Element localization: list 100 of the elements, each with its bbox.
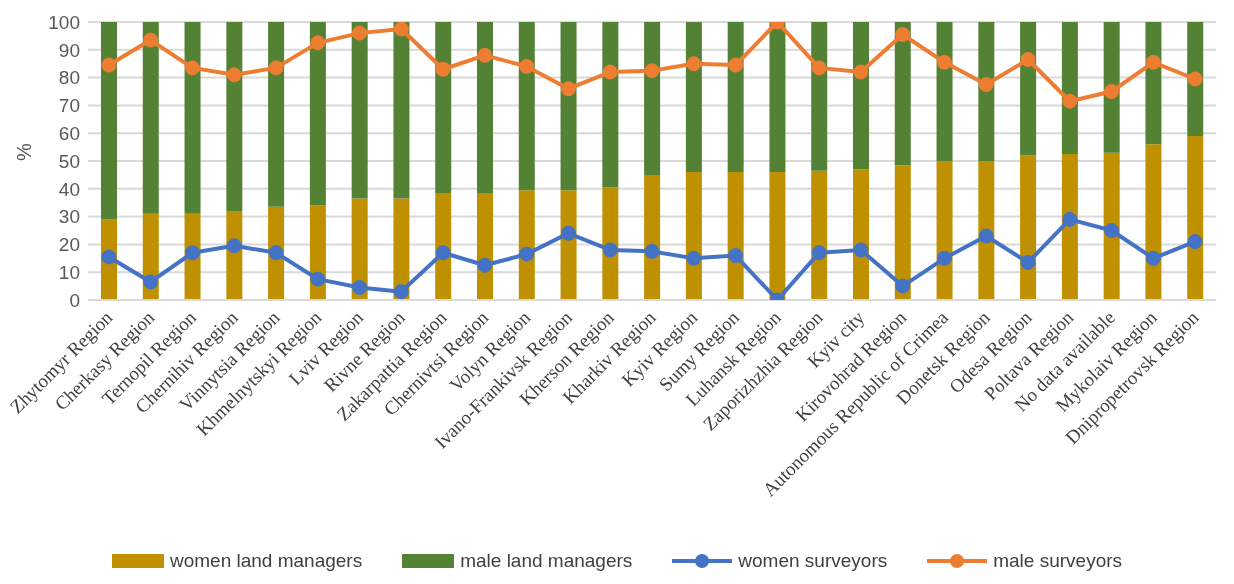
point [519, 246, 535, 262]
point [1062, 93, 1078, 109]
bar [644, 22, 661, 175]
point [435, 61, 451, 77]
bar [1061, 154, 1078, 300]
bar [602, 22, 619, 188]
bar [1103, 22, 1120, 153]
point [268, 60, 284, 76]
point [811, 60, 827, 76]
point [728, 57, 744, 73]
bar [1020, 155, 1037, 300]
point [895, 278, 911, 294]
bar [184, 22, 201, 214]
bar [1061, 22, 1078, 155]
bar [560, 22, 577, 191]
bar [894, 165, 911, 300]
bar [644, 174, 661, 300]
point [686, 56, 702, 72]
point [644, 243, 660, 259]
point [936, 54, 952, 70]
point [1187, 71, 1203, 87]
point [226, 67, 242, 83]
bar [894, 22, 911, 166]
point [602, 242, 618, 258]
point [101, 249, 117, 265]
point [352, 25, 368, 41]
point [143, 32, 159, 48]
point [853, 64, 869, 80]
y-tick-label: 90 [58, 39, 80, 61]
point [393, 284, 409, 300]
y-tick-label: 80 [58, 67, 80, 89]
bar [1187, 22, 1204, 136]
point [477, 47, 493, 63]
bar [309, 22, 326, 206]
point [519, 58, 535, 74]
point [184, 245, 200, 261]
legend-label: male surveyors [992, 550, 1123, 572]
point [686, 250, 702, 266]
point [811, 245, 827, 261]
bar [1103, 152, 1120, 300]
point [1104, 84, 1120, 99]
y-tick-label: 100 [48, 11, 80, 33]
legend-label: women land managers [168, 550, 363, 572]
bar [393, 22, 410, 199]
bar [101, 22, 117, 220]
y-axis-title: % [13, 143, 36, 161]
y-tick-label: 40 [58, 178, 80, 200]
point [978, 77, 994, 93]
point [1104, 223, 1120, 238]
point [1062, 211, 1078, 227]
bar [685, 22, 702, 173]
bar [1145, 144, 1162, 300]
bar [226, 22, 243, 212]
point [310, 35, 326, 51]
y-tick-label: 30 [58, 206, 80, 228]
point [936, 250, 952, 266]
bar [142, 22, 159, 214]
bar [435, 22, 452, 193]
point [895, 27, 911, 43]
point [393, 22, 409, 37]
point [978, 228, 994, 244]
point [728, 248, 744, 264]
point [310, 271, 326, 287]
bar [853, 22, 869, 170]
point [1145, 54, 1161, 70]
bar [811, 170, 828, 300]
y-tick-label: 0 [69, 289, 80, 311]
y-tick-label: 60 [58, 122, 80, 144]
point [1020, 254, 1036, 270]
point [143, 274, 159, 290]
bar [769, 172, 786, 300]
bar [727, 172, 744, 300]
y-tick-label: 50 [58, 150, 80, 172]
point [560, 225, 576, 241]
legend-label: male land managers [459, 550, 633, 572]
point [1145, 250, 1161, 266]
bar [978, 161, 995, 300]
bar [518, 22, 535, 191]
bar [853, 169, 869, 300]
bar [727, 22, 744, 173]
point [352, 279, 368, 295]
bar [1145, 22, 1162, 145]
bar [769, 22, 786, 173]
point [602, 64, 618, 80]
point [435, 245, 451, 261]
bar [351, 22, 368, 199]
point [184, 60, 200, 76]
point [101, 57, 117, 73]
bar [685, 172, 702, 300]
y-tick-label: 20 [58, 234, 80, 256]
bar [1187, 135, 1204, 300]
point [644, 63, 660, 79]
bar [936, 22, 953, 161]
point [560, 81, 576, 97]
point [268, 245, 284, 261]
bar [477, 22, 493, 193]
bar [268, 22, 285, 207]
bar [1020, 22, 1037, 156]
point [853, 242, 869, 258]
legend-label: women surveyors [737, 550, 888, 572]
